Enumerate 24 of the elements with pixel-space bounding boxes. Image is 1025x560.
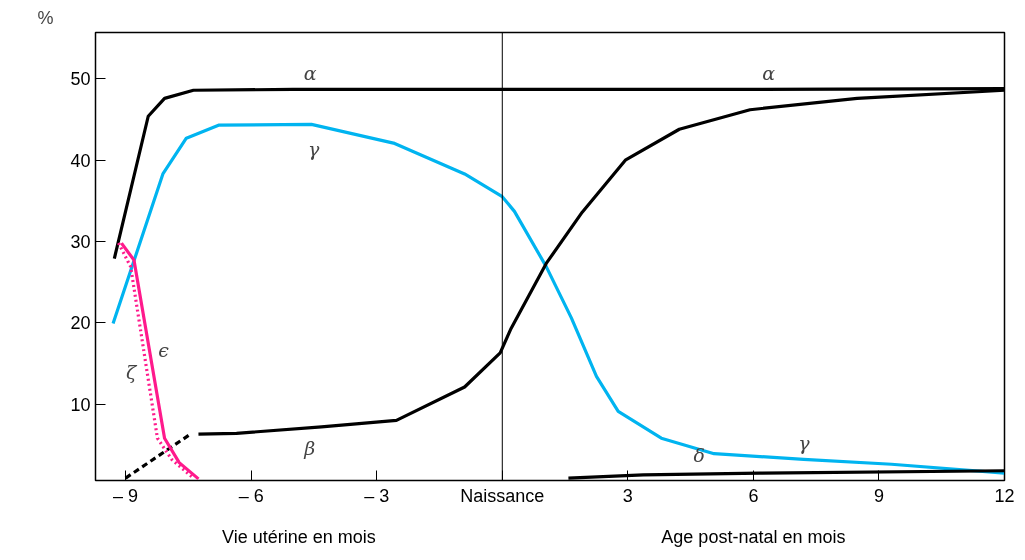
series-label: β bbox=[303, 436, 316, 459]
x-tick-label: 12 bbox=[994, 485, 1015, 506]
series-label: δ bbox=[693, 444, 705, 467]
y-tick-label: 10 bbox=[70, 394, 91, 415]
x-tick-label: 3 bbox=[622, 485, 633, 506]
x-tick-label: – 6 bbox=[238, 485, 264, 506]
x-tick-label: 9 bbox=[873, 485, 884, 506]
y-tick-label: 20 bbox=[70, 313, 91, 334]
y-tick-label: 30 bbox=[70, 231, 91, 252]
x-tick-label: Naissance bbox=[460, 485, 545, 506]
series-label: ζ bbox=[125, 360, 138, 383]
text: γ bbox=[307, 137, 320, 160]
text: α bbox=[303, 62, 317, 85]
y-tick-label: 40 bbox=[70, 150, 91, 171]
series-label: γ bbox=[798, 432, 811, 455]
text: Age post-natal en mois bbox=[661, 526, 846, 547]
y-tick-label: 50 bbox=[70, 69, 91, 90]
series-label: α bbox=[762, 62, 776, 85]
text: Vie utérine en mois bbox=[222, 526, 376, 547]
series-label: ϵ bbox=[158, 339, 170, 362]
y-axis-title: % bbox=[37, 7, 54, 28]
x-tick-label: – 3 bbox=[364, 485, 390, 506]
x-tick-label: – 9 bbox=[113, 485, 139, 506]
x-tick-label: 6 bbox=[748, 485, 759, 506]
